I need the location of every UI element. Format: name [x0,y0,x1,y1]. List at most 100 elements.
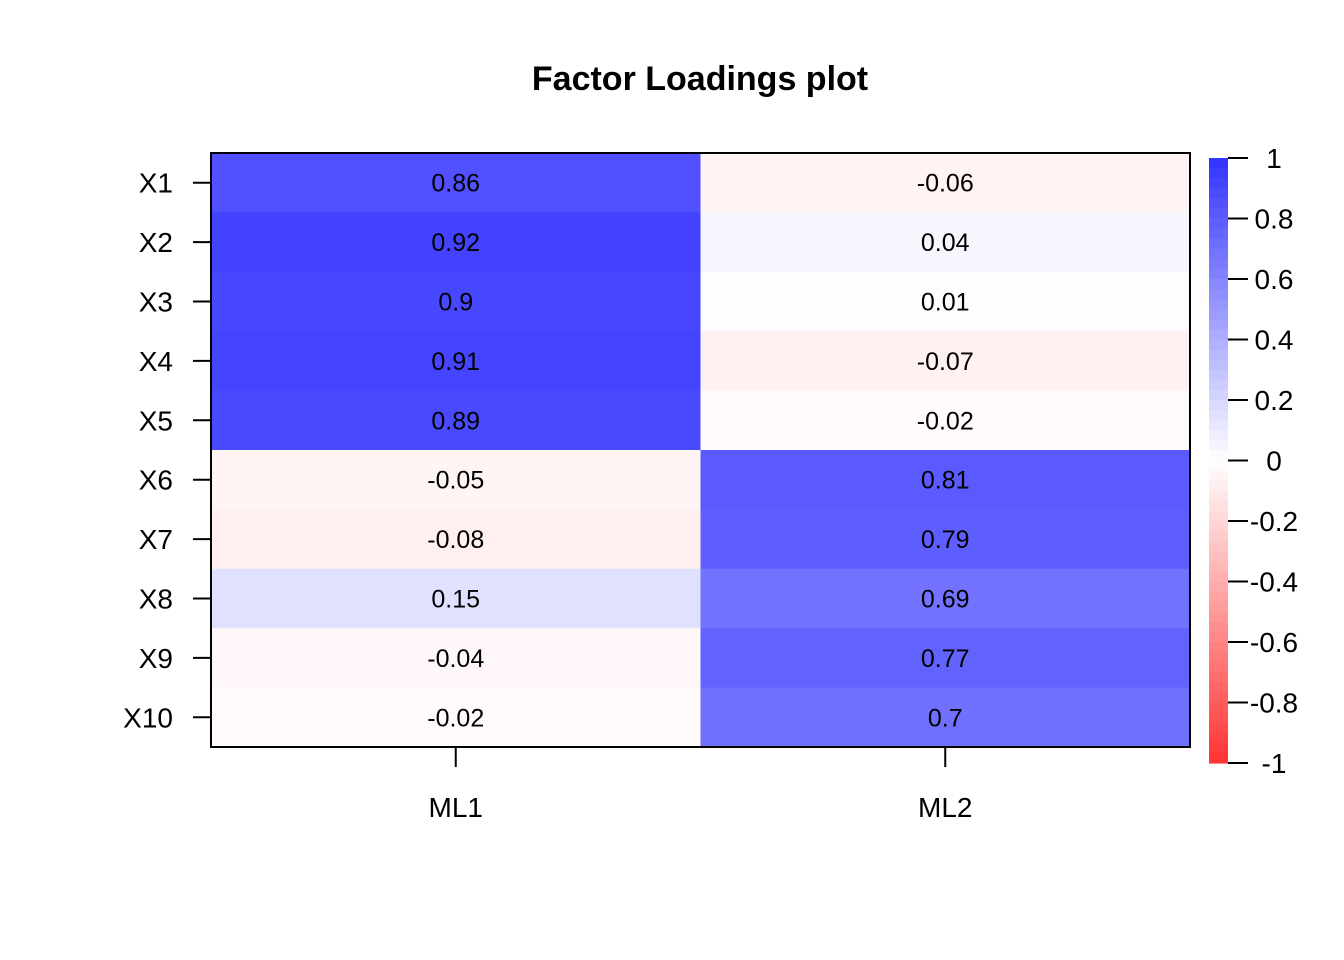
colorbar-tick-label: -1 [1262,748,1287,779]
heatmap-cell-X9-ML1 [211,628,701,689]
colorbar-segment [1209,631,1228,643]
colorbar-segment [1209,299,1228,310]
cell-value-label: 0.04 [921,229,970,257]
colorbar-segment [1209,551,1228,562]
heatmap-cells [211,153,1191,748]
colorbar-tick-label: 1 [1266,143,1282,174]
heatmap-cell-X10-ML2 [700,687,1191,748]
cell-value-label: 0.81 [921,467,970,495]
colorbar-tick-label: 0.2 [1255,385,1294,416]
colorbar-segment [1209,581,1228,593]
colorbar-segment [1209,168,1228,179]
colorbar-segment [1209,571,1228,583]
colorbar-segment [1209,732,1228,744]
x-axis: ML1 ML2 [429,747,972,823]
cell-value-label: 0.15 [431,586,480,614]
colorbar-segment [1209,339,1228,351]
colorbar-segment [1209,752,1228,764]
colorbar-segment [1209,258,1228,270]
colorbar-segment [1209,500,1228,512]
heatmap-cell-X6-ML2 [700,450,1191,510]
colorbar-segment [1209,722,1228,734]
cell-value-label: -0.04 [427,645,484,673]
heatmap-cell-X3-ML2 [700,271,1191,332]
plot-frame [210,152,1191,748]
colorbar-tick-label: -0.8 [1250,688,1298,719]
heatmap-cell-X5-ML1 [211,390,701,451]
colorbar-segment [1209,662,1228,673]
cell-value-label: 0.69 [921,586,970,614]
colorbar-segment [1209,480,1228,492]
colorbar-segment [1209,289,1228,300]
colorbar-segment [1209,642,1228,653]
colorbar-segment [1209,208,1228,220]
y-tick-label: X7 [139,524,173,555]
cell-value-label: -0.07 [917,348,974,376]
colorbar-segment [1209,692,1228,704]
colorbar-tick-label: 0.6 [1255,264,1294,295]
colorbar-segment [1209,561,1228,573]
colorbar-segment [1209,218,1228,230]
colorbar-segment [1209,410,1228,421]
cell-value-label: -0.08 [427,526,484,554]
chart-title: Factor Loadings plot [532,60,868,98]
cell-value-label: -0.02 [917,407,974,435]
heatmap-cell-X4-ML1 [211,331,701,392]
colorbar-segment [1209,309,1228,320]
colorbar-segment [1209,490,1228,502]
colorbar-segment [1209,400,1228,411]
cell-value-label: -0.05 [427,467,484,495]
colorbar-segment [1209,248,1228,260]
heatmap-cell-X6-ML1 [211,450,701,510]
heatmap-cell-X10-ML1 [211,687,701,748]
colorbar-segment [1209,440,1228,452]
colorbar-segment [1209,460,1228,472]
colorbar-tick-label: 0 [1266,446,1282,477]
x-tick-label: ML1 [429,792,483,823]
heatmap-cell-X5-ML2 [700,390,1191,451]
cell-value-label: 0.9 [438,289,473,317]
colorbar-segment [1209,470,1228,482]
cell-value-label: 0.89 [431,407,480,435]
y-tick-label: X5 [139,405,173,436]
colorbar-segment [1209,450,1228,462]
colorbar-segment [1209,188,1228,199]
colorbar-segment [1209,621,1228,633]
colorbar-segment [1209,601,1228,613]
colorbar-segment [1209,268,1228,280]
colorbar-segment [1209,369,1228,381]
heatmap-cell-X9-ML2 [700,628,1191,689]
colorbar-segment [1209,742,1228,754]
y-tick-label: X1 [139,168,173,199]
y-tick-label: X6 [139,465,173,496]
y-tick-label: X3 [139,287,173,318]
colorbar-segment [1209,279,1228,290]
heatmap-cell-labels: 0.86 -0.06 0.92 0.04 0.9 0.01 0.91 -0.07 0.89 -0.… [427,170,973,733]
heatmap-cell-X8-ML2 [700,568,1191,629]
colorbar-tick-label: -0.4 [1250,567,1298,598]
colorbar-segment [1209,712,1228,724]
colorbar-segment [1209,672,1228,683]
cell-value-label: 0.79 [921,526,970,554]
heatmap-cell-X8-ML1 [211,568,701,629]
colorbar-segment [1209,158,1228,169]
y-tick-label: X10 [123,702,173,733]
colorbar-tick-label: -0.2 [1250,506,1298,537]
colorbar-segment [1209,682,1228,694]
cell-value-label: 0.92 [431,229,480,257]
colorbar-segment [1209,359,1228,371]
colorbar-segment [1209,329,1228,341]
colorbar-tick-label: -0.6 [1250,627,1298,658]
colorbar-segment [1209,510,1228,522]
colorbar-segment [1209,430,1228,441]
heatmap-cell-X7-ML1 [211,509,701,570]
y-tick-label: X9 [139,643,173,674]
colorbar-segment [1209,178,1228,189]
heatmap-cell-X1-ML1 [211,153,701,213]
colorbar-segment [1209,319,1228,331]
cell-value-label: 0.7 [928,704,963,732]
heatmap-cell-X1-ML2 [700,153,1191,213]
colorbar-segment [1209,611,1228,623]
colorbar-segment [1209,521,1228,532]
